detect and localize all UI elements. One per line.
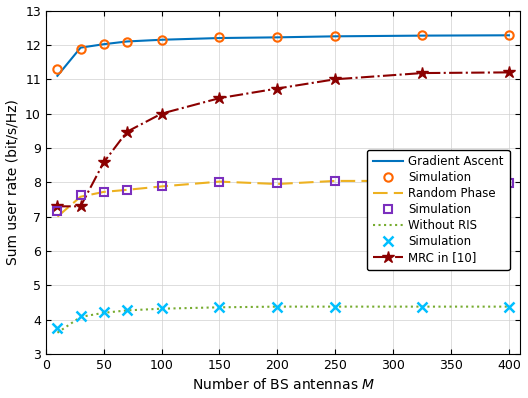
- Legend: Gradient Ascent, Simulation, Random Phase, Simulation, Without RIS, Simulation, : Gradient Ascent, Simulation, Random Phas…: [367, 150, 510, 270]
- X-axis label: Number of BS antennas $M$: Number of BS antennas $M$: [192, 377, 375, 392]
- Y-axis label: Sum user rate (bit/s/Hz): Sum user rate (bit/s/Hz): [6, 100, 20, 265]
